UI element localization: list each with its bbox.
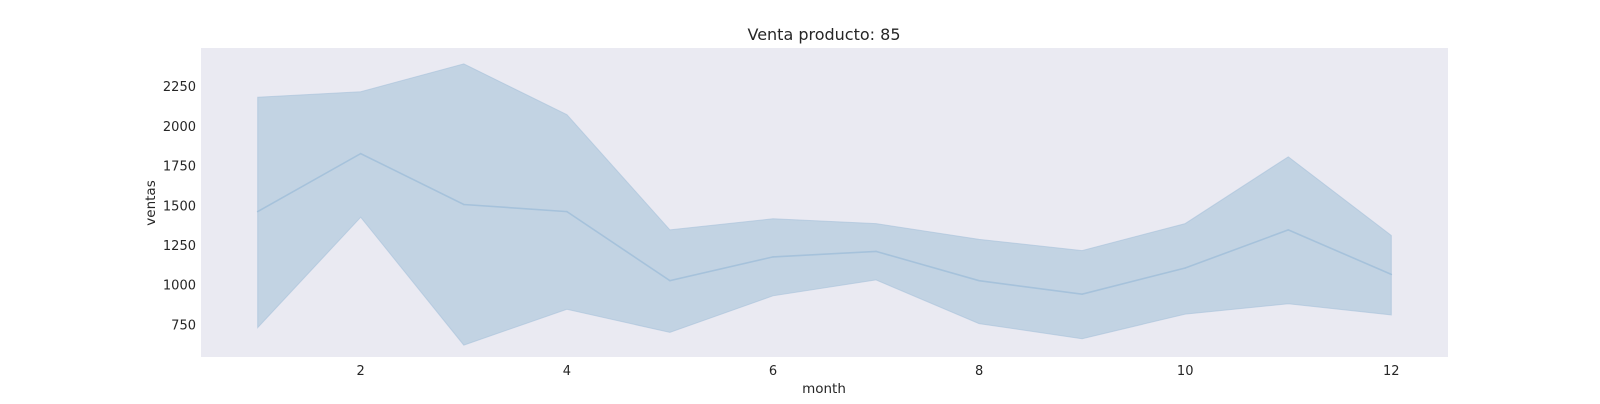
y-axis-label: ventas <box>143 180 159 225</box>
x-tick-label: 2 <box>357 364 365 379</box>
data-point <box>669 279 671 282</box>
series-line-layer <box>256 152 1393 296</box>
data-point <box>359 152 362 155</box>
y-tick-labels: 750 1000 1250 1500 1750 2000 2250 <box>163 80 196 333</box>
data-point <box>1390 273 1393 276</box>
y-tick-label: 1750 <box>163 160 196 175</box>
y-tick-label: 2250 <box>163 80 196 95</box>
confidence-band <box>257 63 1392 346</box>
x-tick-label: 12 <box>1383 364 1400 379</box>
data-point <box>875 250 877 253</box>
y-tick-label: 1000 <box>163 279 196 294</box>
data-point <box>1081 293 1083 296</box>
data-point <box>1184 267 1186 269</box>
data-point <box>978 279 980 282</box>
data-point <box>566 210 568 213</box>
chart-title: Venta producto: 85 <box>747 25 900 44</box>
series-line <box>257 152 1392 296</box>
x-tick-label: 8 <box>975 364 983 379</box>
x-tick-label: 10 <box>1177 364 1194 379</box>
y-tick-label: 1250 <box>163 239 196 254</box>
x-axis-label: month <box>802 381 846 397</box>
x-tick-label: 6 <box>769 364 777 379</box>
confidence-band-layer <box>257 63 1392 346</box>
data-point <box>463 203 465 206</box>
data-point <box>256 210 259 213</box>
data-point <box>772 256 774 258</box>
x-tick-label: 4 <box>563 364 571 379</box>
data-point <box>1287 229 1290 231</box>
y-tick-label: 2000 <box>163 120 196 135</box>
x-tick-labels: 2 4 6 8 10 12 <box>357 364 1400 379</box>
y-tick-label: 1500 <box>163 199 196 214</box>
y-tick-label: 750 <box>171 318 196 333</box>
